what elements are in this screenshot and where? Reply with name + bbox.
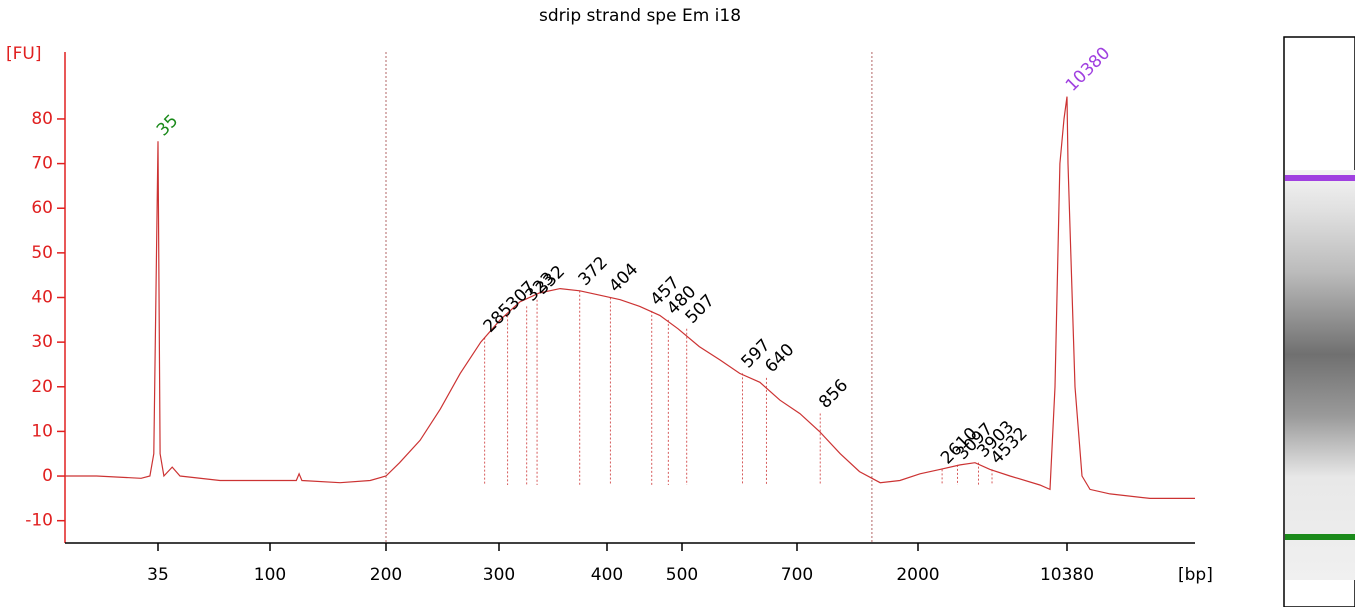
y-tick-label: 70 (31, 154, 53, 174)
gel-smear (1285, 170, 1355, 580)
x-axis-label: [bp] (1178, 565, 1213, 585)
y-tick-label: 40 (31, 288, 53, 308)
gel-lower-marker (1285, 534, 1355, 540)
y-axis-label: [FU] (6, 44, 42, 64)
gel-upper-marker (1285, 175, 1355, 181)
peak-label: 404 (605, 259, 642, 296)
x-tick-label: 100 (254, 565, 286, 585)
y-tick-label: 50 (31, 243, 53, 263)
y-tick-label: 0 (42, 466, 53, 486)
peak-label: 10380 (1062, 43, 1114, 95)
x-tick-label: 2000 (896, 565, 939, 585)
x-tick-label: 300 (483, 565, 515, 585)
x-tick-label: 500 (666, 565, 698, 585)
y-tick-label: -10 (25, 511, 53, 531)
gel-lane (1283, 36, 1355, 608)
x-tick-label: 200 (370, 565, 402, 585)
y-tick-label: 10 (31, 421, 53, 441)
x-tick-label: 35 (147, 565, 169, 585)
peak-label: 35 (153, 111, 182, 140)
y-tick-label: 60 (31, 198, 53, 218)
trace (65, 96, 1195, 499)
x-tick-label: 400 (591, 565, 623, 585)
chart-title: sdrip strand spe Em i18 (539, 6, 741, 26)
y-tick-label: 80 (31, 109, 53, 129)
y-tick-label: 20 (31, 377, 53, 397)
peak-label: 856 (815, 376, 852, 413)
x-tick-label: 700 (781, 565, 813, 585)
x-tick-label: 10380 (1040, 565, 1094, 585)
y-tick-label: 30 (31, 332, 53, 352)
